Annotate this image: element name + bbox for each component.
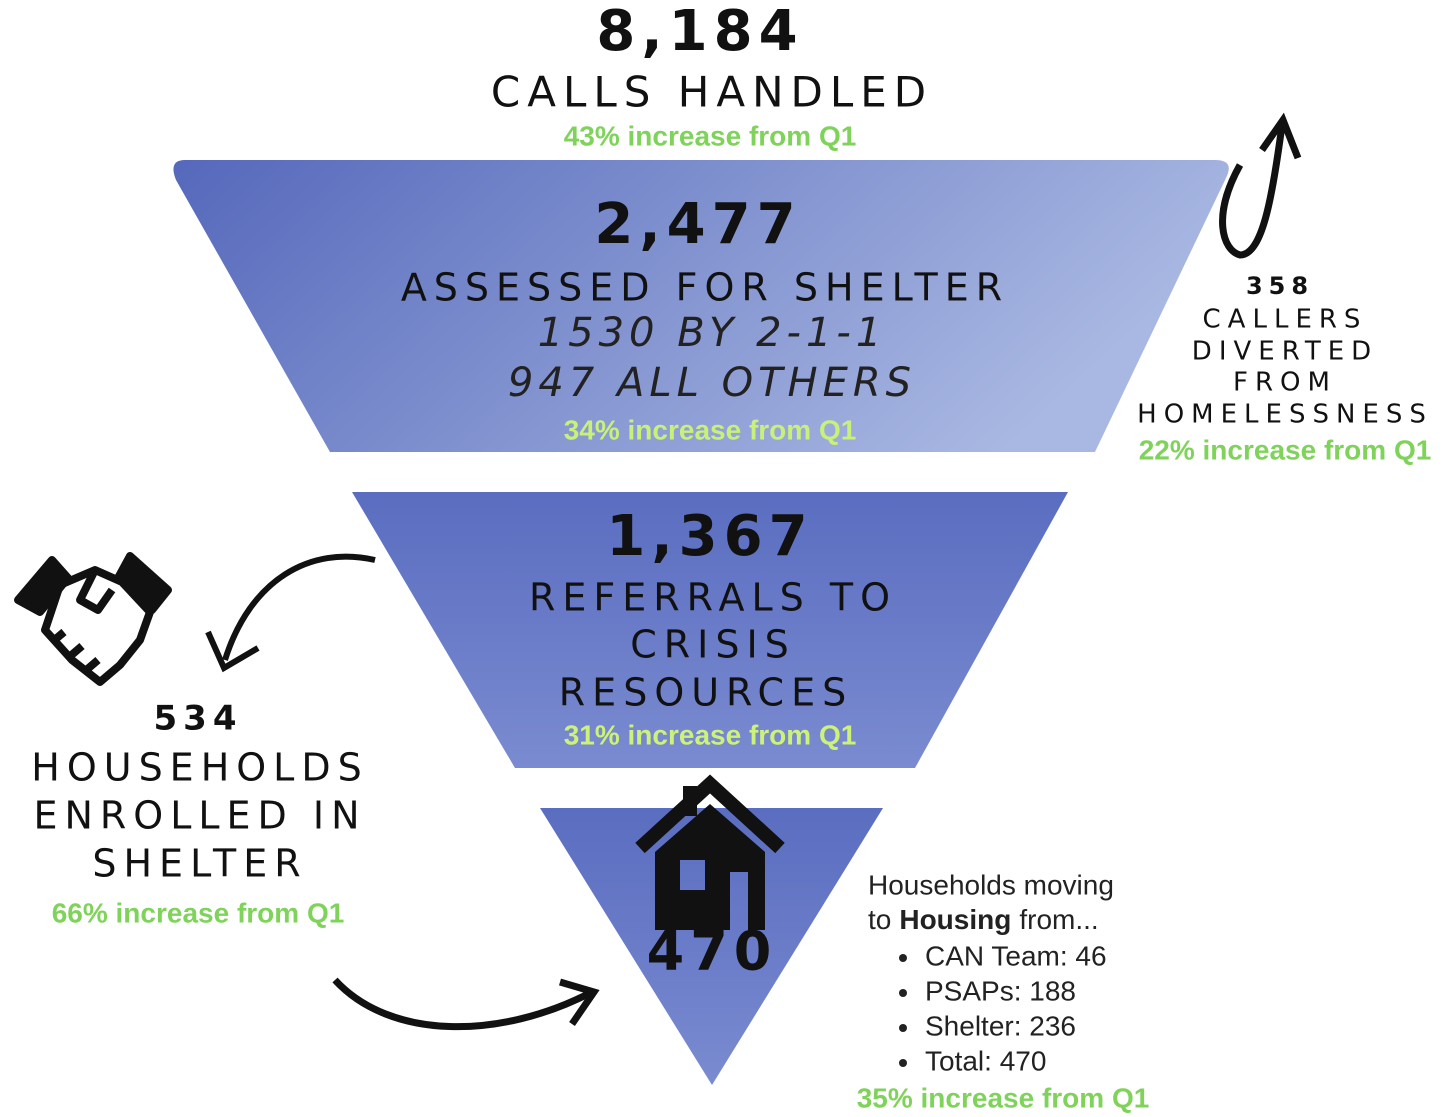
- list-item: Total: 470: [925, 1045, 1046, 1076]
- bullet: [899, 1059, 907, 1067]
- arrow: [222, 553, 376, 661]
- stat-change: 31% increase from Q1: [564, 719, 857, 750]
- arrow-head: [1259, 112, 1302, 160]
- stat-label: FROM: [1233, 368, 1337, 398]
- bullet: [899, 989, 907, 997]
- stat-change: 22% increase from Q1: [1139, 434, 1432, 465]
- stat-number: 470: [647, 920, 778, 983]
- arrow-head: [559, 978, 600, 1026]
- note-emphasis: Housing: [899, 904, 1011, 935]
- stat-number: 358: [1246, 272, 1314, 300]
- arrow: [1219, 124, 1286, 259]
- stat-label: ASSESSED FOR SHELTER: [401, 266, 1009, 310]
- funnel-band: [173, 160, 1229, 452]
- stat-label: CALLS HANDLED: [491, 68, 933, 117]
- handshake-icon: [14, 552, 172, 686]
- list-item: CAN Team: 46: [925, 940, 1107, 971]
- stat-number: 1,367: [606, 504, 813, 569]
- stat-change: 34% increase from Q1: [564, 414, 857, 445]
- stat-number: 2,477: [594, 192, 801, 257]
- arrow: [332, 977, 594, 1031]
- stat-label: HOMELESSNESS: [1137, 400, 1433, 430]
- bullet: [899, 1024, 907, 1032]
- house-icon: [635, 774, 785, 930]
- arrow-head: [205, 630, 260, 673]
- stat-label: REFERRALS TO: [529, 576, 897, 620]
- stat-change: 35% increase from Q1: [857, 1082, 1150, 1113]
- list-item: Shelter: 236: [925, 1010, 1076, 1041]
- stat-change: 43% increase from Q1: [564, 120, 857, 151]
- stat-label: SHELTER: [92, 842, 307, 886]
- bullet: [899, 954, 907, 962]
- stat-label: ENROLLED IN: [33, 794, 366, 838]
- bullet-list: CAN Team: 46 PSAPs: 188 Shelter: 236 Tot…: [899, 940, 1107, 1076]
- stat-number: 8,184: [596, 0, 803, 64]
- stat-label: HOUSEHOLDS: [31, 746, 368, 790]
- list-item: PSAPs: 188: [925, 975, 1076, 1006]
- stat-detail: 947 ALL OTHERS: [508, 360, 916, 406]
- stat-number: 534: [154, 699, 243, 739]
- stat-label: DIVERTED: [1192, 337, 1378, 367]
- note-text: from...: [1019, 904, 1098, 935]
- note-text: Households moving: [868, 869, 1114, 900]
- note-text: to Housing from...: [868, 904, 1099, 935]
- stat-label: CALLERS: [1203, 305, 1368, 335]
- stat-detail: 1530 BY 2-1-1: [538, 310, 887, 356]
- note-text: to: [868, 904, 891, 935]
- funnel-band: [352, 492, 1068, 768]
- stat-label: RESOURCES: [559, 671, 853, 715]
- stat-change: 66% increase from Q1: [52, 897, 345, 928]
- funnel-band: [540, 808, 883, 1085]
- stat-label: CRISIS: [630, 623, 796, 667]
